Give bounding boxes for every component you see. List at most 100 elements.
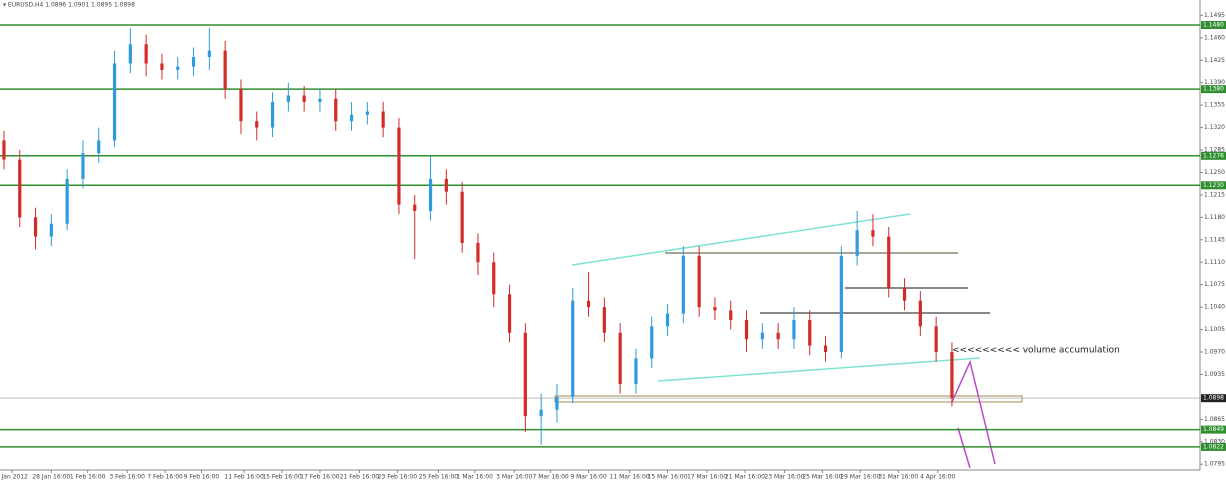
y-tick-label: 1.0970 xyxy=(1204,349,1225,356)
level-tag xyxy=(1201,425,1226,434)
y-tick-label: 1.1320 xyxy=(1204,124,1225,131)
y-tick-label: 1.1425 xyxy=(1204,57,1225,64)
candle-body xyxy=(397,127,401,205)
chart-title: ▾ EURUSD,H4 1.0896 1.0901 1.0895 1.0898 xyxy=(3,2,135,9)
candle-body xyxy=(349,114,354,122)
y-tick-label: 1.0865 xyxy=(1204,416,1225,423)
x-tick-label: 17 Mar 16:00 xyxy=(687,474,727,481)
y-tick-label: 1.1460 xyxy=(1204,34,1225,41)
candle-body xyxy=(128,44,132,64)
y-tick-label: 1.1285 xyxy=(1204,147,1225,154)
candle-body xyxy=(539,409,543,417)
level-tag xyxy=(1201,21,1226,30)
y-tick-label: 1.1250 xyxy=(1204,169,1225,176)
candle-body xyxy=(555,396,559,410)
x-tick-label: 15 Feb 16:00 xyxy=(262,474,302,481)
candle-body xyxy=(413,204,417,211)
x-tick-label: 31 Mar 16:00 xyxy=(878,474,918,481)
x-tick-label: 21 Feb 16:00 xyxy=(340,474,380,481)
candle-body xyxy=(460,191,464,244)
zone-box xyxy=(554,395,1023,403)
x-tick-label: 9 Mar 16:00 xyxy=(570,474,606,481)
candle-body xyxy=(681,255,685,314)
candle-body xyxy=(618,332,622,385)
candle-body xyxy=(665,313,670,327)
projection-path xyxy=(957,427,971,469)
candle-body xyxy=(918,300,922,327)
x-tick-label: 9 Feb 16:00 xyxy=(184,474,220,481)
candle-body xyxy=(2,140,6,160)
x-tick-label: 23 Mar 16:00 xyxy=(764,474,804,481)
candle-body xyxy=(318,98,322,102)
candle-body xyxy=(286,95,290,102)
candle-body xyxy=(586,300,591,308)
candle-body xyxy=(650,326,654,359)
level-label: 1.1380 xyxy=(1203,86,1224,93)
level-tag xyxy=(1201,442,1226,451)
candle-body xyxy=(334,98,338,122)
x-tick-label: 7 Feb 16:00 xyxy=(147,474,183,481)
candle-body xyxy=(571,300,575,397)
candle-body xyxy=(602,307,606,333)
x-tick-label: 21 Mar 16:00 xyxy=(725,474,765,481)
candle-body xyxy=(223,50,227,90)
candle-body xyxy=(255,121,259,128)
candle-body xyxy=(776,332,780,340)
y-tick-label: 1.0935 xyxy=(1204,371,1225,378)
candle-body xyxy=(176,66,180,70)
y-tick-label: 1.0795 xyxy=(1204,461,1225,468)
x-tick-label: 1 Feb 16:00 xyxy=(70,474,106,481)
candle-body xyxy=(381,111,385,128)
upper-trendline xyxy=(571,213,911,266)
candle-body xyxy=(18,159,22,218)
candle-body xyxy=(49,223,53,237)
level-label: 1.0898 xyxy=(1203,395,1224,402)
x-tick-label: 3 Feb 16:00 xyxy=(109,474,145,481)
level-label: 1.0822 xyxy=(1203,443,1224,450)
x-tick-label: 4 Apr 16:00 xyxy=(920,474,955,481)
x-tick-label: 1 Mar 16:00 xyxy=(457,474,493,481)
candle-body xyxy=(144,44,148,64)
y-tick-label: 1.1390 xyxy=(1204,79,1225,86)
candle-body xyxy=(444,178,448,192)
level-label: 1.0849 xyxy=(1203,426,1224,433)
candle-body xyxy=(713,307,717,311)
candle-body xyxy=(65,178,69,224)
x-tick-label: 17 Feb 16:00 xyxy=(300,474,340,481)
x-tick-label: 11 Feb 16:00 xyxy=(224,474,264,481)
candle-body xyxy=(729,310,733,320)
candle-body xyxy=(160,63,164,70)
level-label: 1.1230 xyxy=(1203,182,1224,189)
y-tick-label: 1.1495 xyxy=(1204,12,1225,19)
y-tick-label: 1.1075 xyxy=(1204,281,1225,288)
x-tick-label: 25 Mar 16:00 xyxy=(802,474,842,481)
candle-body xyxy=(33,217,38,237)
lower-trendline xyxy=(657,357,981,382)
y-tick-label: 1.1005 xyxy=(1204,326,1225,333)
candle-body xyxy=(887,236,891,288)
candle-body xyxy=(207,50,211,58)
x-tick-label: 23 Feb 16:00 xyxy=(378,474,418,481)
level-tag xyxy=(1201,394,1226,403)
candle-body xyxy=(823,345,828,353)
candle-body xyxy=(270,101,275,128)
x-tick-label: 28 Jan 16:00 xyxy=(32,474,70,481)
y-tick-label: 1.1110 xyxy=(1204,259,1225,266)
x-tick-label: 8 Jan 2012 xyxy=(0,474,28,481)
y-tick-label: 1.1145 xyxy=(1204,236,1225,243)
y-tick-label: 1.1355 xyxy=(1204,102,1225,109)
candle-body xyxy=(476,243,480,263)
candle-body xyxy=(523,332,527,417)
candle-body xyxy=(792,319,796,340)
x-tick-label: 15 Mar 16:00 xyxy=(648,474,688,481)
candle-body xyxy=(744,319,749,340)
candle-body xyxy=(634,358,638,385)
level-tag xyxy=(1201,85,1226,94)
y-tick-label: 1.1040 xyxy=(1204,304,1225,311)
level-label: 1.1276 xyxy=(1203,152,1224,159)
candle-body xyxy=(950,352,954,399)
candle-body xyxy=(191,57,196,67)
x-tick-label: 11 Mar 16:00 xyxy=(610,474,650,481)
